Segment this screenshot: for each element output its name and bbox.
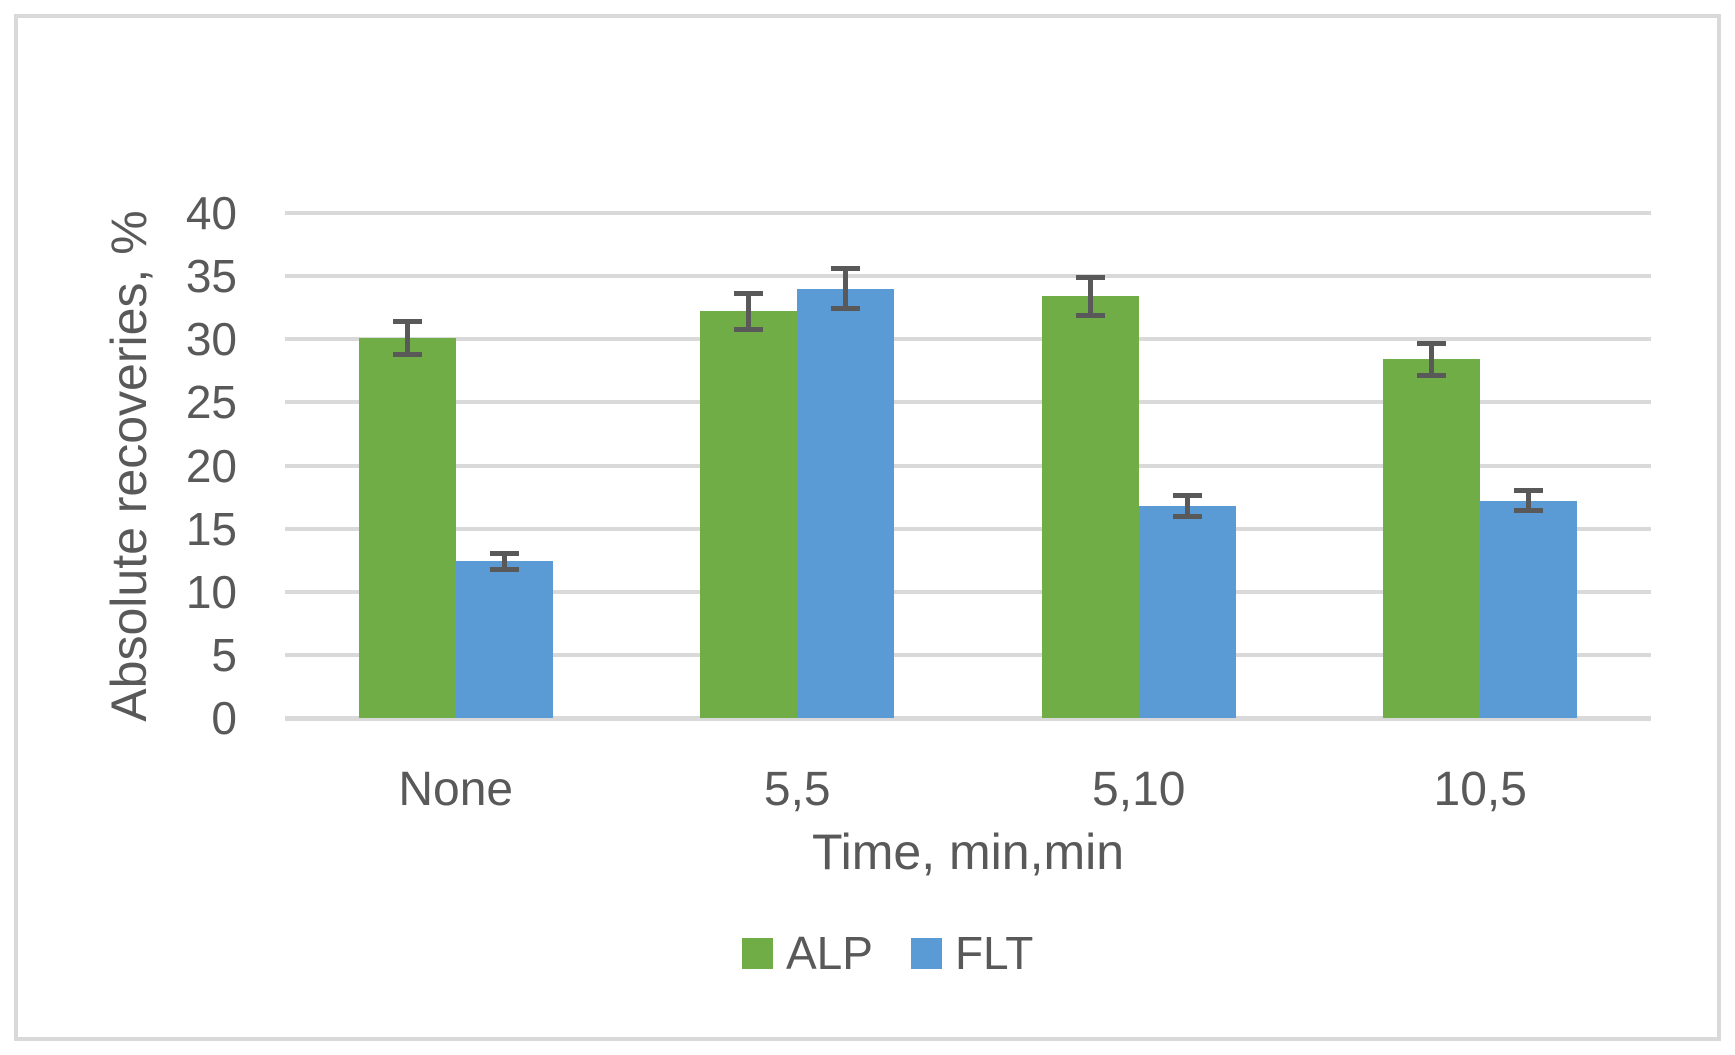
legend-label-flt: FLT: [954, 927, 1034, 979]
legend-item-flt: FLT: [910, 926, 1034, 980]
y-tick-label-0: 0: [211, 692, 237, 744]
error-bar-alp-5_5: [734, 291, 764, 332]
error-bar-part: [501, 551, 507, 572]
error-bar-part: [1184, 493, 1190, 519]
y-tick-label-15: 15: [185, 502, 237, 555]
x-axis-line: [285, 716, 1651, 721]
gridline-35: [285, 274, 1651, 279]
error-bar-part: [489, 566, 519, 572]
error-bar-part: [1075, 274, 1105, 280]
x-tick-label-5_5: 5,5: [763, 763, 831, 816]
y-tick-label-40: 40: [185, 187, 237, 239]
legend: ALP FLT: [742, 926, 1033, 980]
plot-area: [285, 211, 1651, 721]
error-bar-part: [392, 351, 422, 357]
error-bar-part: [831, 306, 861, 312]
bar-alp-5_10: [1041, 296, 1139, 718]
error-bar-alp-None: [392, 319, 422, 357]
y-tick-label-30: 30: [185, 313, 237, 366]
error-bar-part: [1526, 488, 1532, 514]
gridline-20: [285, 463, 1651, 468]
legend-label-alp: ALP: [786, 927, 873, 979]
legend-swatch-alp: [742, 937, 773, 969]
error-bar-alp-10_5: [1417, 340, 1447, 379]
bar-flt-None: [455, 561, 553, 718]
error-bar-flt-5_10: [1172, 493, 1202, 519]
error-bar-part: [1087, 274, 1093, 318]
gridline-30: [285, 337, 1651, 342]
figure-border: [14, 14, 1721, 1041]
y-tick-label-5: 5: [211, 628, 237, 681]
bar-alp-10_5: [1383, 359, 1481, 718]
error-bar-alp-5_10: [1075, 274, 1105, 318]
error-bar-part: [1172, 513, 1202, 519]
error-bar-part: [1417, 340, 1447, 346]
gridline-5: [285, 652, 1651, 657]
error-bar-flt-10_5: [1514, 488, 1544, 514]
error-bar-part: [392, 319, 422, 325]
bar-alp-5_5: [700, 311, 798, 718]
error-bar-part: [1514, 488, 1544, 494]
error-bar-part: [489, 551, 519, 557]
x-tick-label-None: None: [398, 763, 514, 816]
error-bar-part: [1429, 340, 1435, 379]
error-bar-part: [831, 266, 861, 272]
x-tick-label-5_10: 5,10: [1092, 763, 1186, 816]
error-bar-part: [1172, 493, 1202, 499]
y-axis-title: Absolute recoveries, %: [101, 210, 157, 722]
error-bar-part: [746, 291, 752, 332]
gridline-10: [285, 589, 1651, 594]
bar-flt-10_5: [1480, 500, 1578, 718]
x-axis-title: Time, min,min: [811, 824, 1125, 880]
y-tick-label-35: 35: [185, 250, 237, 303]
error-bar-part: [1075, 312, 1105, 318]
error-bar-flt-5_5: [831, 266, 861, 312]
y-tick-label-20: 20: [185, 439, 237, 492]
error-bar-part: [1514, 508, 1544, 514]
error-bar-part: [404, 319, 410, 357]
error-bar-part: [843, 266, 849, 312]
gridline-40: [285, 211, 1651, 215]
gridline-15: [285, 526, 1651, 531]
x-tick-label-10_5: 10,5: [1433, 763, 1527, 816]
error-bar-part: [734, 326, 764, 332]
gridline-25: [285, 400, 1651, 405]
y-tick-label-10: 10: [185, 565, 237, 618]
bar-alp-None: [358, 337, 456, 718]
legend-swatch-flt: [910, 937, 942, 969]
y-tick-label-25: 25: [185, 376, 237, 429]
legend-item-alp: ALP: [742, 926, 873, 980]
bar-flt-5_10: [1138, 505, 1236, 718]
error-bar-part: [734, 291, 764, 297]
error-bar-flt-None: [489, 551, 519, 572]
error-bar-part: [1417, 373, 1447, 379]
bar-flt-5_5: [797, 288, 895, 718]
